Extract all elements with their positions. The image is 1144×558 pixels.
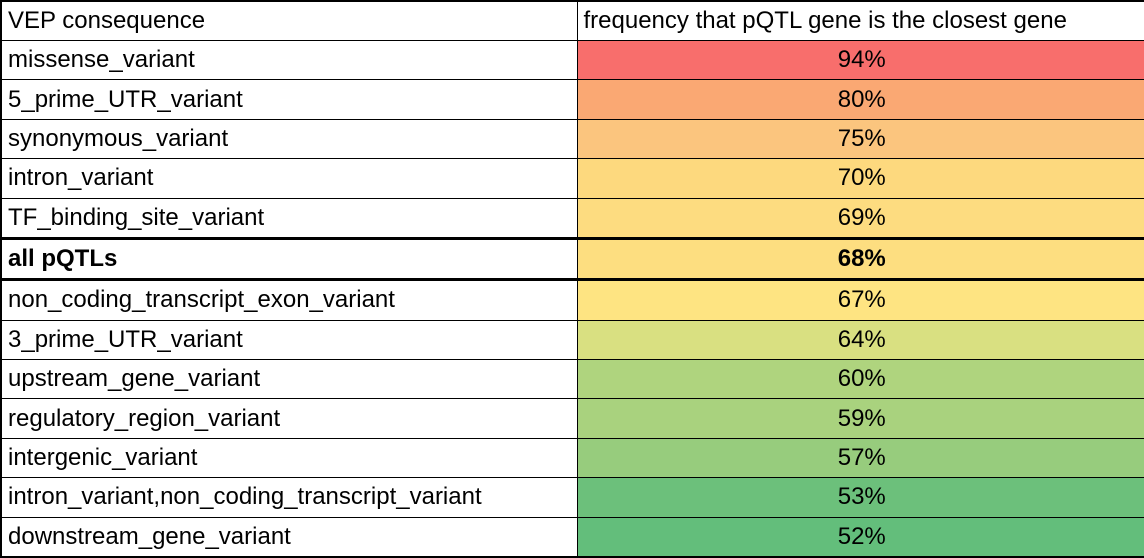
frequency-cell: 68% <box>576 236 1144 282</box>
table-row: regulatory_region_variant 59% <box>0 398 1144 439</box>
frequency-cell: 80% <box>576 79 1144 120</box>
vep-consequence-cell: regulatory_region_variant <box>0 398 578 439</box>
table-row: synonymous_variant 75% <box>0 118 1144 160</box>
vep-consequence-cell: 3_prime_UTR_variant <box>0 319 578 361</box>
vep-consequence-cell: intron_variant,non_coding_transcript_var… <box>0 477 578 518</box>
vep-consequence-cell: downstream_gene_variant <box>0 516 578 558</box>
frequency-cell: 70% <box>576 158 1144 199</box>
table-row: missense_variant 94% <box>0 39 1144 81</box>
header-row: VEP consequence frequency that pQTL gene… <box>0 0 1144 41</box>
table-row: non_coding_transcript_exon_variant 67% <box>0 279 1144 321</box>
vep-consequence-cell: missense_variant <box>0 39 578 81</box>
table-row: intergenic_variant 57% <box>0 437 1144 479</box>
vep-consequence-cell: non_coding_transcript_exon_variant <box>0 279 578 321</box>
column-header-vep-consequence: VEP consequence <box>0 0 578 41</box>
column-header-frequency: frequency that pQTL gene is the closest … <box>576 0 1144 41</box>
table-row: 5_prime_UTR_variant 80% <box>0 79 1144 120</box>
table-header: VEP consequence frequency that pQTL gene… <box>0 0 1144 41</box>
table-row: downstream_gene_variant 52% <box>0 516 1144 558</box>
table-row: TF_binding_site_variant 69% <box>0 197 1144 239</box>
table-row: 3_prime_UTR_variant 64% <box>0 319 1144 361</box>
frequency-cell: 64% <box>576 319 1144 361</box>
frequency-cell: 53% <box>576 477 1144 518</box>
frequency-cell: 57% <box>576 437 1144 479</box>
frequency-cell: 69% <box>576 197 1144 239</box>
frequency-cell: 94% <box>576 39 1144 81</box>
vep-consequence-cell: all pQTLs <box>0 236 578 282</box>
vep-consequence-cell: TF_binding_site_variant <box>0 197 578 239</box>
vep-consequence-cell: intron_variant <box>0 158 578 199</box>
frequency-cell: 60% <box>576 359 1144 400</box>
table-row: intron_variant,non_coding_transcript_var… <box>0 477 1144 518</box>
vep-consequence-cell: synonymous_variant <box>0 118 578 160</box>
frequency-cell: 67% <box>576 279 1144 321</box>
frequency-cell: 75% <box>576 118 1144 160</box>
vep-consequence-cell: 5_prime_UTR_variant <box>0 79 578 120</box>
table-body: missense_variant 94% 5_prime_UTR_variant 80… <box>0 39 1144 558</box>
table-row: upstream_gene_variant 60% <box>0 359 1144 400</box>
table-row: all pQTLs 68% <box>0 236 1144 282</box>
frequency-cell: 59% <box>576 398 1144 439</box>
vep-consequence-cell: intergenic_variant <box>0 437 578 479</box>
table-row: intron_variant 70% <box>0 158 1144 199</box>
frequency-cell: 52% <box>576 516 1144 558</box>
vep-consequence-cell: upstream_gene_variant <box>0 359 578 400</box>
